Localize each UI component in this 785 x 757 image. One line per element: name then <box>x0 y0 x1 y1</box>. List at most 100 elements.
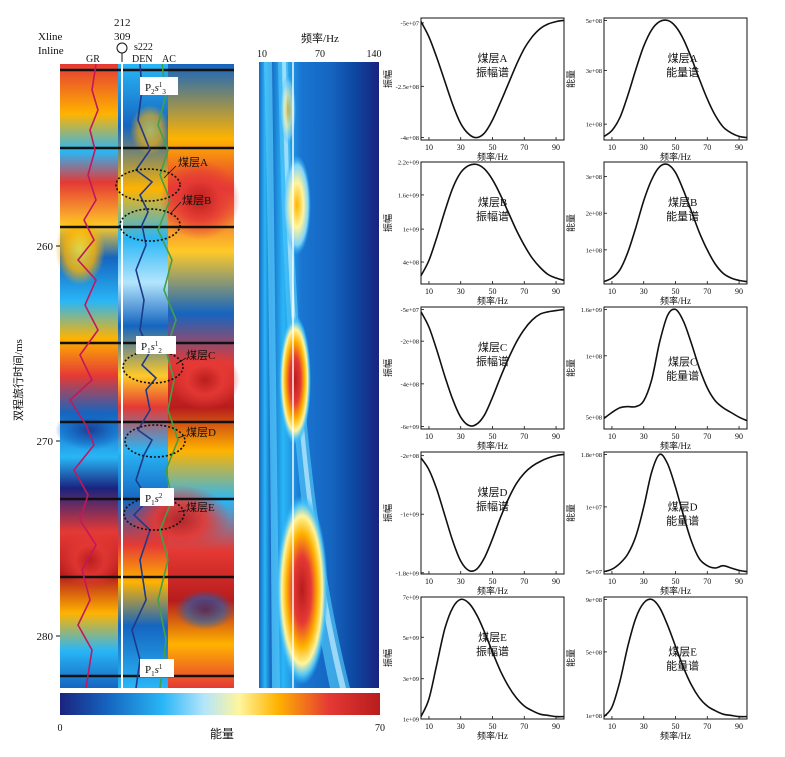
y-tick-label: 260 <box>37 241 54 253</box>
x-tick-label: 90 <box>735 143 743 152</box>
freq-axis-label: 频率/Hz <box>301 31 339 45</box>
svg-text:P1s1: P1s1 <box>145 663 163 678</box>
plot-title-line1: 煤层E <box>478 631 507 644</box>
y-axis-label: 能量 <box>565 214 576 232</box>
x-axis-label: 频率/Hz <box>477 730 508 741</box>
x-tick-label: 70 <box>520 577 528 586</box>
plot-title-line1: 煤层E <box>668 646 697 659</box>
x-tick-label: 50 <box>672 577 680 586</box>
spectrum-plot-a-amp: 10 30 50 70 90 频率/Hz -5e+07 -2.5e+08 -4e+08 振幅 煤层A… <box>382 17 565 162</box>
plot-title-line1: 煤层B <box>478 196 507 209</box>
frequency-energy-section: 频率/Hz 10 70 140 <box>257 31 382 688</box>
plot-title-line1: 煤层D <box>478 486 508 499</box>
y-tick-label: -1e+09 <box>401 512 419 519</box>
inline-value: 309 <box>114 31 131 43</box>
plot-title-line1: 煤层B <box>668 196 697 209</box>
y-tick-label: 1e+08 <box>586 122 602 129</box>
x-tick-label: 30 <box>457 432 465 441</box>
x-tick-label: 50 <box>489 432 497 441</box>
plot-title-line2: 振幅谱 <box>476 644 509 658</box>
x-tick-label: 10 <box>608 287 616 296</box>
curve-label-gr: GR <box>86 54 100 65</box>
plot-title-line1: 煤层A <box>478 52 508 65</box>
x-tick-label: 90 <box>735 432 743 441</box>
x-tick-label: 10 <box>608 577 616 586</box>
spectrum-plot-d-amp: 10 30 50 70 90 频率/Hz -2e+08 -1e+09 -1.8e+09 振幅 煤层D… <box>382 451 565 596</box>
formation-tag: P1s2 <box>140 488 174 507</box>
y-tick-label: 7e+09 <box>403 595 419 602</box>
spectrum-curve <box>603 453 748 573</box>
curve-label-ac: AC <box>162 54 176 65</box>
x-tick-label: 90 <box>552 143 560 152</box>
x-tick-label: 50 <box>489 287 497 296</box>
y-axis-label: 能量 <box>565 649 576 667</box>
colorbar-max: 70 <box>375 723 385 734</box>
x-tick-label: 10 <box>425 143 433 152</box>
y-axis-label: 振幅 <box>382 214 393 232</box>
x-tick-label: 30 <box>640 577 648 586</box>
y-tick-label: 1e+08 <box>586 247 602 254</box>
y-axis-label: 双程旅行时间/ms <box>11 339 25 421</box>
x-tick-label: 50 <box>672 722 680 731</box>
y-axis-label: 振幅 <box>382 70 393 88</box>
x-tick-label: 70 <box>520 143 528 152</box>
y-tick-label: 2.2e+09 <box>398 160 419 167</box>
spectrum-curve <box>420 19 565 139</box>
x-tick-label: 90 <box>735 577 743 586</box>
x-tick-label: 30 <box>457 577 465 586</box>
y-tick-label: -4e+08 <box>401 135 419 142</box>
y-tick-label: -2e+08 <box>401 339 419 346</box>
spectrum-plot-b-amp: 10 30 50 70 90 频率/Hz 2.2e+09 1.6e+09 1e+09 4e+08 振… <box>382 160 565 306</box>
y-tick-label: -4e+08 <box>401 381 419 388</box>
y-tick-label: 5e+08 <box>586 649 602 656</box>
plot-title-line2: 振幅谱 <box>476 65 509 79</box>
x-axis-label: 频率/Hz <box>660 440 691 451</box>
plot-frame <box>420 306 565 430</box>
y-tick-label: 5e+09 <box>403 635 419 642</box>
seam-leaders <box>163 165 187 513</box>
x-axis-label: 频率/Hz <box>477 151 508 162</box>
colorbar-min: 0 <box>58 723 63 734</box>
x-tick-label: 10 <box>425 577 433 586</box>
y-axis-label: 能量 <box>565 359 576 377</box>
x-tick-label: 10 <box>608 722 616 731</box>
x-tick-label: 90 <box>552 287 560 296</box>
spectrum-curve <box>420 308 565 427</box>
plot-title-line2: 能量谱 <box>666 514 699 528</box>
x-tick-label: 70 <box>520 432 528 441</box>
x-tick-label: 50 <box>672 143 680 152</box>
y-tick-label: 1e+08 <box>586 353 602 360</box>
xline-header: Xline <box>38 31 63 43</box>
plot-frame <box>603 161 748 285</box>
y-tick-label: 5e+07 <box>586 569 603 576</box>
x-tick-label: 30 <box>640 432 648 441</box>
y-tick-label: 9e+08 <box>586 597 602 604</box>
formation-tag: P1s12 <box>136 336 176 355</box>
y-tick-label: 270 <box>37 436 54 448</box>
y-axis-label: 振幅 <box>382 649 393 667</box>
x-tick-label: 30 <box>640 287 648 296</box>
y-tick-label: -2e+08 <box>401 453 419 460</box>
x-tick-label: 70 <box>703 722 711 731</box>
den-log-curve <box>131 63 158 689</box>
x-tick-label: 90 <box>552 432 560 441</box>
x-tick-label: 50 <box>489 143 497 152</box>
x-tick-label: 70 <box>703 287 711 296</box>
freq-tick-label: 70 <box>315 49 325 60</box>
y-tick-label: -2.5e+08 <box>396 84 419 91</box>
colorbar: 0 70 能量 <box>58 693 385 741</box>
seam-label-b: 煤层B <box>182 194 211 207</box>
spectrum-plot-c-amp: 10 30 50 70 90 频率/Hz -5e+07 -2e+08 -4e+08 -6e+09 振… <box>382 306 565 451</box>
plot-title-line2: 振幅谱 <box>476 209 509 223</box>
freq-tick-label: 10 <box>257 49 267 60</box>
formation-tag: P1s1 <box>140 659 174 678</box>
y-tick-label: 1.6e+09 <box>398 192 419 199</box>
y-tick-label: 1e+07 <box>586 504 603 511</box>
x-tick-label: 30 <box>640 722 648 731</box>
x-axis-label: 频率/Hz <box>477 295 508 306</box>
plot-title-line2: 振幅谱 <box>476 354 509 368</box>
